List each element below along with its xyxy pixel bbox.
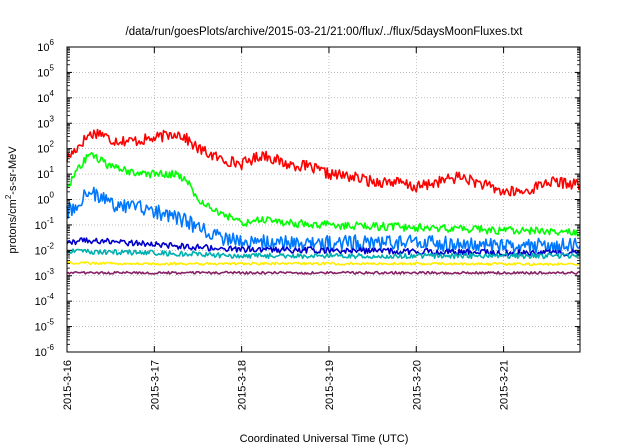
x-tick-label: 2015-3-18: [237, 360, 249, 410]
y-axis-label: protons/cm2-s-sr-MeV: [4, 146, 19, 254]
y-tick-exponent: -4: [47, 292, 55, 301]
y-tick-label: 10-3: [35, 267, 55, 283]
y-tick-label: 106: [37, 38, 54, 54]
y-tick-exponent: -2: [47, 241, 55, 250]
y-tick-exponent: 0: [50, 191, 55, 200]
y-axis-label-sup: 2: [4, 194, 13, 199]
y-axis-ticks: 10-610-510-410-310-210-11001011021031041…: [35, 38, 580, 359]
y-tick-base: 10: [37, 195, 49, 207]
y-tick-exponent: 1: [50, 165, 55, 174]
x-tick-label: 2015-3-19: [324, 360, 336, 410]
x-tick-label: 2015-3-17: [149, 360, 161, 410]
y-tick-exponent: 5: [50, 63, 55, 72]
y-tick-base: 10: [35, 271, 47, 283]
plot-frame: [66, 46, 581, 353]
y-tick-label: 10-4: [35, 292, 55, 308]
y-axis-label-main: protons/cm: [7, 199, 19, 253]
y-tick-label: 10-5: [35, 318, 55, 334]
y-tick-label: 100: [37, 191, 54, 207]
series-lines: [66, 128, 581, 275]
y-tick-base: 10: [35, 220, 47, 232]
y-tick-base: 10: [35, 296, 47, 308]
series-line: [66, 270, 581, 275]
y-tick-exponent: 4: [50, 89, 55, 98]
y-tick-label: 103: [37, 114, 54, 130]
y-tick-base: 10: [37, 118, 49, 130]
x-tick-label: 2015-3-16: [62, 360, 74, 410]
y-tick-base: 10: [35, 245, 47, 257]
grid-lines: [67, 47, 580, 352]
series-line: [66, 260, 581, 267]
y-tick-base: 10: [37, 169, 49, 181]
x-tick-label: 2015-3-21: [499, 360, 511, 410]
y-tick-label: 10-1: [35, 216, 55, 232]
y-tick-exponent: -1: [47, 216, 55, 225]
y-tick-base: 10: [37, 144, 49, 156]
y-tick-base: 10: [37, 42, 49, 54]
y-tick-base: 10: [37, 67, 49, 79]
y-tick-label: 10-6: [35, 343, 55, 359]
y-tick-exponent: 6: [50, 38, 55, 47]
series-line: [66, 152, 581, 237]
x-tick-label: 2015-3-20: [411, 360, 423, 410]
y-tick-exponent: -6: [47, 343, 55, 352]
y-tick-label: 104: [37, 89, 54, 105]
y-tick-exponent: 3: [50, 114, 55, 123]
y-tick-label: 105: [37, 63, 54, 79]
y-axis-label-rest: -s-sr-MeV: [7, 146, 19, 195]
y-tick-exponent: -3: [47, 267, 55, 276]
series-line: [66, 128, 581, 197]
y-tick-base: 10: [37, 93, 49, 105]
y-tick-label: 101: [37, 165, 54, 181]
y-tick-base: 10: [35, 322, 47, 334]
y-tick-exponent: 2: [50, 140, 55, 149]
y-tick-label: 10-2: [35, 241, 55, 257]
chart-title: /data/run/goesPlots/archive/2015-03-21/2…: [126, 26, 524, 38]
series-line: [66, 248, 581, 260]
x-axis-label: Coordinated Universal Time (UTC): [240, 433, 409, 445]
x-axis-ticks: 2015-3-16 2015-3-17 2015-3-18 2015-3-19 2015…: [62, 47, 511, 410]
y-tick-exponent: -5: [47, 318, 55, 327]
y-tick-base: 10: [35, 347, 47, 359]
y-tick-label: 102: [37, 140, 54, 156]
